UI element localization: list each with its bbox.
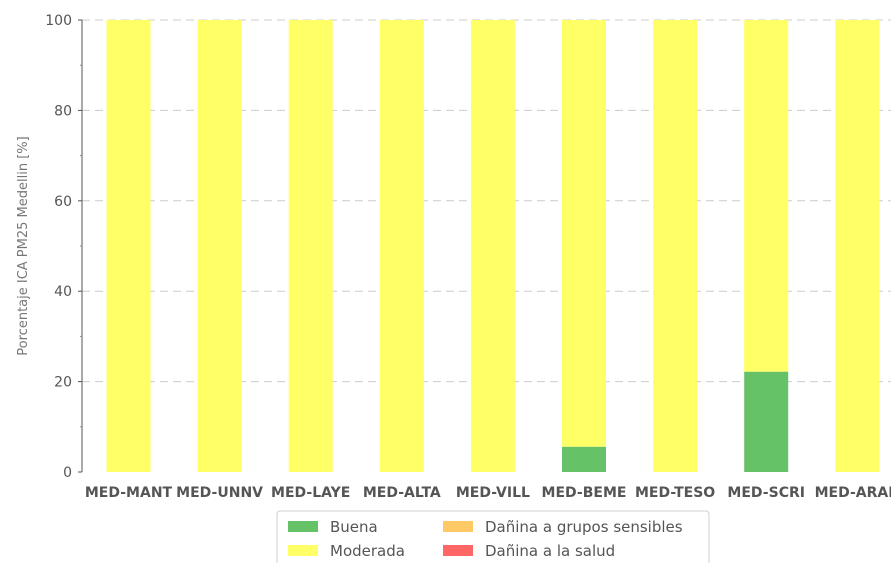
y-tick-label: 0: [63, 465, 72, 481]
y-tick-label: 80: [54, 103, 72, 119]
y-tick-label: 60: [54, 194, 72, 210]
legend[interactable]: Buena Moderada Dañina a grupos sensibles Da…: [276, 510, 710, 563]
bar-buena-med-scri[interactable]: [744, 371, 789, 472]
bar-moderada-med-aran[interactable]: [835, 20, 880, 472]
legend-label[interactable]: Dañina a la salud: [485, 542, 615, 560]
y-axis: 0 20 40 60 80 100: [45, 13, 83, 481]
bar-moderada-med-unnv[interactable]: [197, 20, 242, 472]
legend-label[interactable]: Buena: [330, 518, 378, 536]
x-tick-label: MED-LAYE: [271, 485, 350, 501]
legend-label[interactable]: Dañina a grupos sensibles: [485, 518, 683, 536]
x-tick-label: MED-VILL: [456, 485, 530, 501]
bar-moderada-med-mant[interactable]: [106, 20, 151, 472]
bar-moderada-med-beme[interactable]: [562, 20, 606, 447]
bar-buena-med-beme[interactable]: [562, 446, 606, 472]
x-axis-labels: MED-MANT MED-UNNV MED-LAYE MED-ALTA MED-VILL…: [85, 485, 891, 501]
y-tick-label: 100: [45, 13, 72, 29]
x-tick-label: MED-MANT: [85, 485, 173, 501]
y-tick-label: 20: [54, 375, 72, 391]
bar-moderada-med-teso[interactable]: [653, 20, 698, 472]
x-tick-label: MED-ALTA: [363, 485, 441, 501]
legend-swatch[interactable]: [288, 545, 318, 556]
bar-moderada-med-scri[interactable]: [744, 20, 789, 372]
x-tick-label: MED-BEME: [542, 485, 627, 501]
bars: [106, 20, 880, 472]
legend-swatch[interactable]: [443, 521, 473, 532]
y-axis-title: Porcentaje ICA PM25 Medellin [%]: [16, 136, 31, 355]
x-tick-label: MED-UNNV: [176, 485, 263, 501]
legend-swatch[interactable]: [288, 521, 318, 532]
legend-label[interactable]: Moderada: [330, 542, 405, 560]
bar-moderada-med-laye[interactable]: [288, 20, 333, 472]
y-tick-label: 40: [54, 284, 72, 300]
legend-frame: [276, 510, 710, 563]
bar-moderada-med-alta[interactable]: [379, 20, 424, 472]
x-tick-label: MED-TESO: [635, 485, 715, 501]
x-tick-label: MED-ARAN: [815, 485, 891, 501]
x-tick-label: MED-SCRI: [727, 485, 805, 501]
legend-swatch[interactable]: [443, 545, 473, 556]
bar-moderada-med-vill[interactable]: [470, 20, 515, 472]
